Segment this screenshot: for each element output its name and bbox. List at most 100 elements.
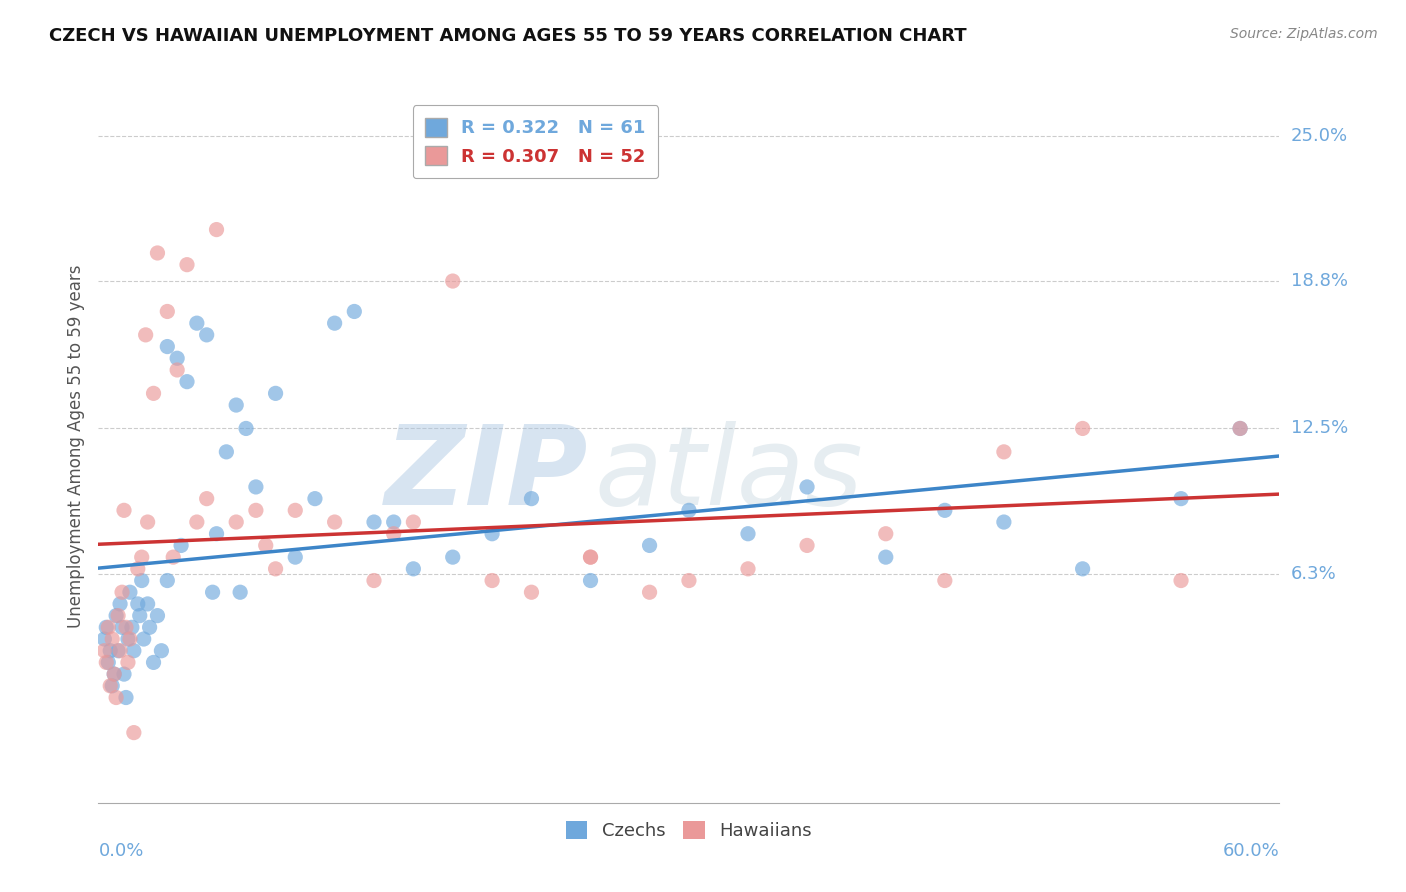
Point	[579, 574, 602, 588]
Point	[111, 620, 134, 634]
Point	[108, 597, 131, 611]
Point	[875, 526, 897, 541]
Point	[98, 679, 121, 693]
Point	[402, 515, 425, 529]
Point	[111, 585, 134, 599]
Point	[107, 644, 129, 658]
Point	[118, 632, 141, 646]
Point	[186, 316, 208, 330]
Point	[135, 327, 157, 342]
Point	[441, 274, 464, 288]
Point	[118, 585, 141, 599]
Point	[796, 480, 818, 494]
Point	[122, 644, 145, 658]
Point	[156, 574, 179, 588]
Point	[105, 690, 128, 705]
Text: 60.0%: 60.0%	[1223, 842, 1279, 860]
Point	[186, 515, 208, 529]
Point	[122, 725, 145, 739]
Point	[678, 503, 700, 517]
Point	[146, 608, 169, 623]
Point	[638, 538, 661, 552]
Point	[245, 503, 267, 517]
Point	[138, 620, 160, 634]
Point	[97, 656, 120, 670]
Point	[284, 550, 307, 565]
Point	[117, 656, 139, 670]
Text: Source: ZipAtlas.com: Source: ZipAtlas.com	[1230, 27, 1378, 41]
Point	[323, 515, 346, 529]
Point	[343, 304, 366, 318]
Point	[195, 491, 218, 506]
Point	[1170, 574, 1192, 588]
Point	[678, 574, 700, 588]
Point	[112, 503, 135, 517]
Point	[142, 656, 165, 670]
Point	[796, 538, 818, 552]
Point	[107, 608, 129, 623]
Point	[96, 656, 118, 670]
Point	[132, 632, 155, 646]
Point	[128, 608, 150, 623]
Point	[103, 667, 125, 681]
Point	[205, 222, 228, 236]
Point	[229, 585, 252, 599]
Point	[875, 550, 897, 565]
Y-axis label: Unemployment Among Ages 55 to 59 years: Unemployment Among Ages 55 to 59 years	[66, 264, 84, 628]
Point	[101, 679, 124, 693]
Point	[284, 503, 307, 517]
Point	[382, 526, 405, 541]
Point	[166, 351, 188, 366]
Point	[520, 491, 543, 506]
Point	[934, 574, 956, 588]
Text: 0.0%: 0.0%	[98, 842, 143, 860]
Point	[382, 515, 405, 529]
Point	[441, 550, 464, 565]
Point	[105, 608, 128, 623]
Point	[323, 316, 346, 330]
Point	[136, 515, 159, 529]
Point	[215, 445, 238, 459]
Point	[254, 538, 277, 552]
Point	[638, 585, 661, 599]
Point	[97, 620, 120, 634]
Text: ZIP: ZIP	[385, 421, 589, 528]
Point	[170, 538, 193, 552]
Point	[115, 690, 138, 705]
Point	[201, 585, 224, 599]
Point	[1071, 562, 1094, 576]
Point	[245, 480, 267, 494]
Point	[481, 574, 503, 588]
Point	[934, 503, 956, 517]
Point	[363, 574, 385, 588]
Text: CZECH VS HAWAIIAN UNEMPLOYMENT AMONG AGES 55 TO 59 YEARS CORRELATION CHART: CZECH VS HAWAIIAN UNEMPLOYMENT AMONG AGE…	[49, 27, 967, 45]
Point	[166, 363, 188, 377]
Point	[93, 644, 115, 658]
Point	[146, 246, 169, 260]
Point	[142, 386, 165, 401]
Point	[98, 644, 121, 658]
Point	[1170, 491, 1192, 506]
Point	[1071, 421, 1094, 435]
Point	[115, 620, 138, 634]
Point	[264, 562, 287, 576]
Point	[1229, 421, 1251, 435]
Point	[993, 445, 1015, 459]
Point	[101, 632, 124, 646]
Point	[96, 620, 118, 634]
Point	[520, 585, 543, 599]
Point	[225, 398, 247, 412]
Point	[131, 574, 153, 588]
Point	[176, 258, 198, 272]
Point	[121, 620, 143, 634]
Point	[136, 597, 159, 611]
Point	[737, 562, 759, 576]
Point	[156, 304, 179, 318]
Point	[993, 515, 1015, 529]
Text: atlas: atlas	[595, 421, 863, 528]
Point	[1229, 421, 1251, 435]
Text: 18.8%: 18.8%	[1291, 272, 1347, 290]
Text: 25.0%: 25.0%	[1291, 127, 1348, 145]
Point	[176, 375, 198, 389]
Point	[127, 597, 149, 611]
